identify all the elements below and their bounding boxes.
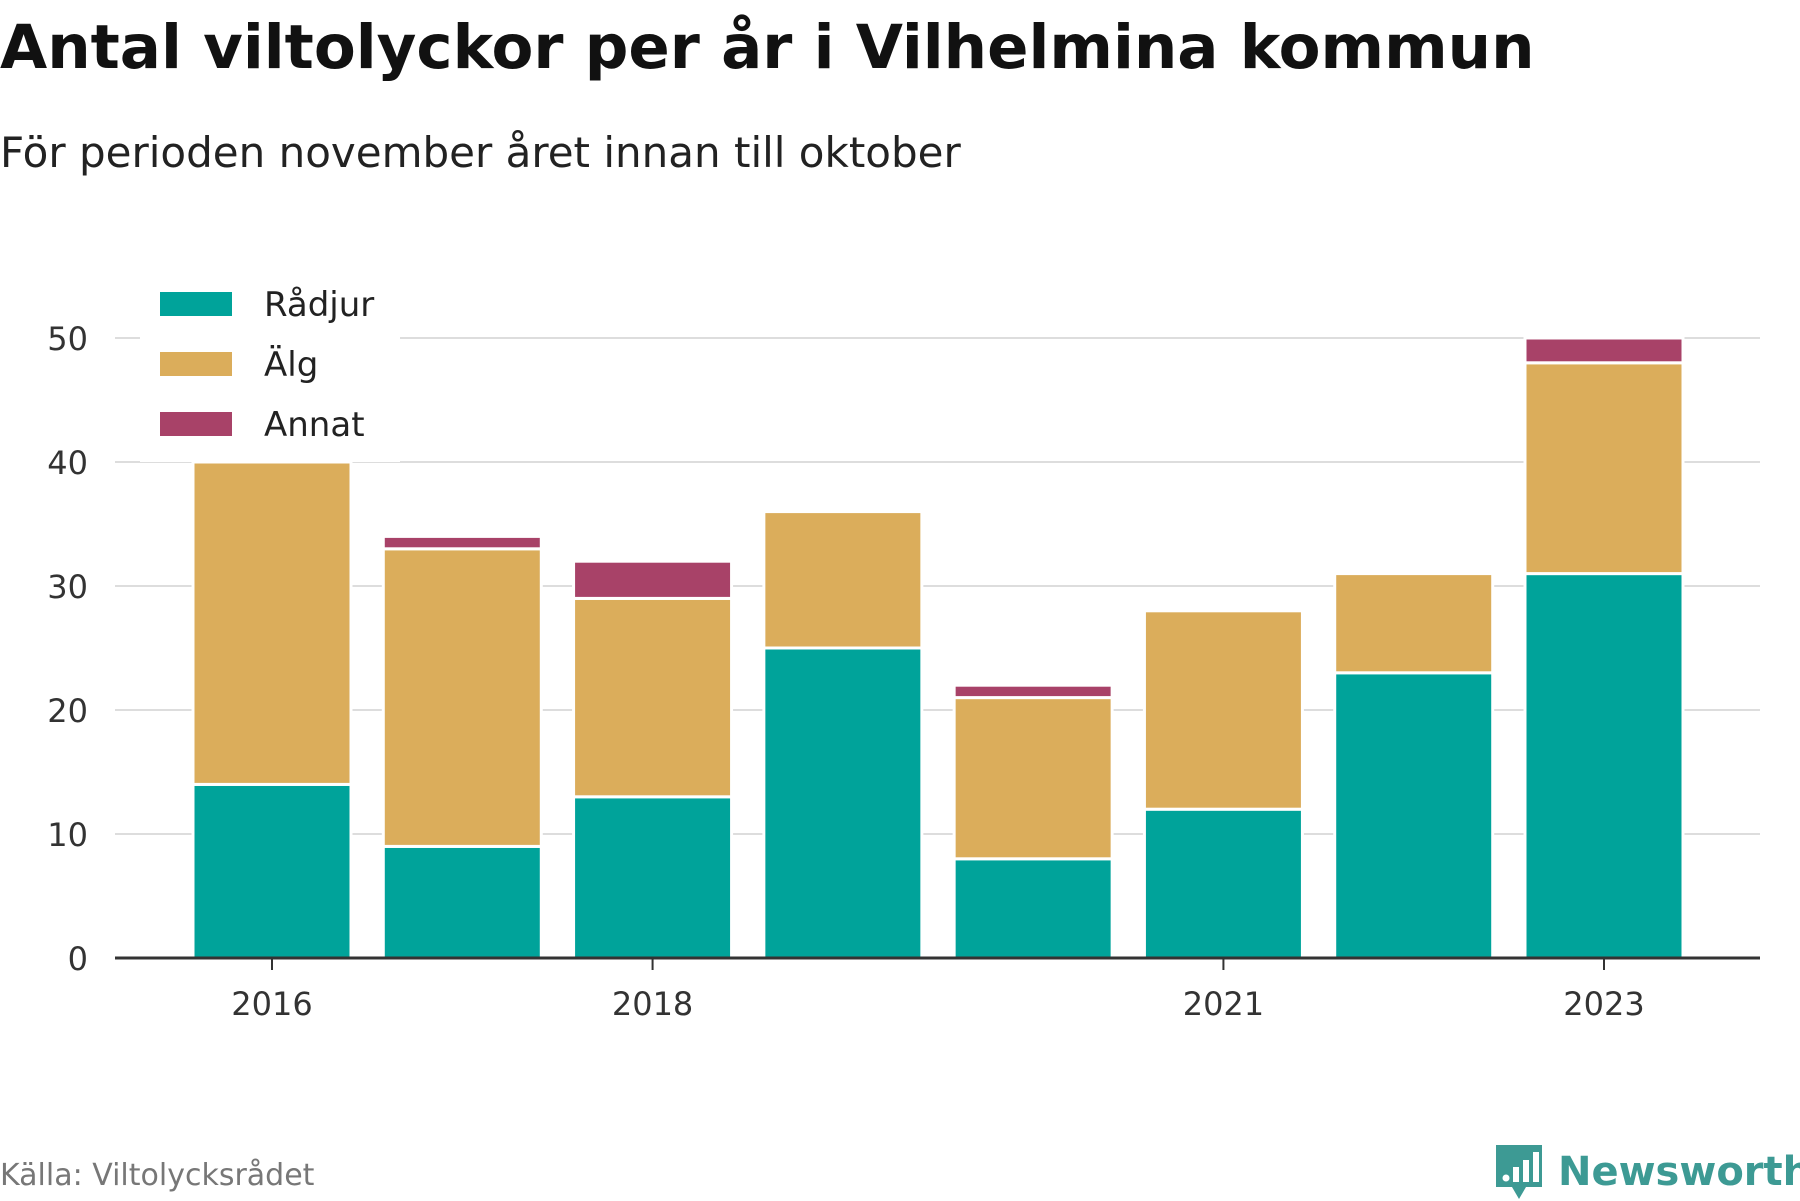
- x-tick-label: 2018: [612, 985, 693, 1023]
- brand-logo: Newsworthy: [1494, 1143, 1800, 1201]
- legend-swatch: [160, 292, 232, 316]
- bar-segment: [572, 795, 734, 960]
- bar-segment: [381, 844, 543, 960]
- bar-segment: [952, 683, 1114, 700]
- legend-swatch: [160, 352, 232, 376]
- bar-segment: [952, 696, 1114, 861]
- newsworthy-logo-icon: [1496, 1145, 1542, 1199]
- legend-label: Rådjur: [264, 285, 374, 325]
- bar-segment: [1523, 572, 1685, 960]
- bars: [191, 336, 1685, 960]
- bar-segment: [1142, 609, 1304, 811]
- bar-segment: [1142, 807, 1304, 960]
- source-note: Källa: Viltolycksrådet: [0, 1158, 315, 1193]
- bar-segment: [1333, 671, 1495, 960]
- y-tick-label: 50: [47, 320, 88, 358]
- legend-label: Älg: [264, 345, 318, 385]
- y-tick-label: 10: [47, 816, 88, 854]
- axes: 0 10 20 30 40 50 2016 2018 2021 2023: [47, 320, 1760, 1023]
- bar-segment: [1523, 361, 1685, 576]
- bar-segment: [572, 596, 734, 799]
- bar-segment: [1333, 572, 1495, 675]
- chart-title: Antal viltolyckor per år i Vilhelmina ko…: [0, 12, 1535, 83]
- bar-segment: [762, 646, 924, 960]
- legend: Rådjur Älg Annat: [140, 270, 400, 462]
- x-tick-label: 2016: [231, 985, 312, 1023]
- bar-segment: [952, 857, 1114, 960]
- y-tick-label: 20: [47, 692, 88, 730]
- bar-segment: [191, 460, 353, 786]
- brand-name: Newsworthy: [1558, 1149, 1800, 1195]
- bar-segment: [1523, 336, 1685, 365]
- legend-swatch: [160, 412, 232, 436]
- bar-segment: [762, 510, 924, 650]
- y-tick-label: 0: [68, 940, 88, 978]
- legend-label: Annat: [264, 405, 365, 445]
- x-tick-label: 2021: [1183, 985, 1264, 1023]
- y-tick-label: 30: [47, 568, 88, 606]
- bar-segment: [381, 534, 543, 551]
- y-tick-label: 40: [47, 444, 88, 482]
- bar-segment: [381, 547, 543, 848]
- bar-segment: [191, 782, 353, 960]
- chart-subtitle: För perioden november året innan till ok…: [0, 128, 961, 177]
- x-tick-label: 2023: [1563, 985, 1644, 1023]
- bar-segment: [572, 559, 734, 600]
